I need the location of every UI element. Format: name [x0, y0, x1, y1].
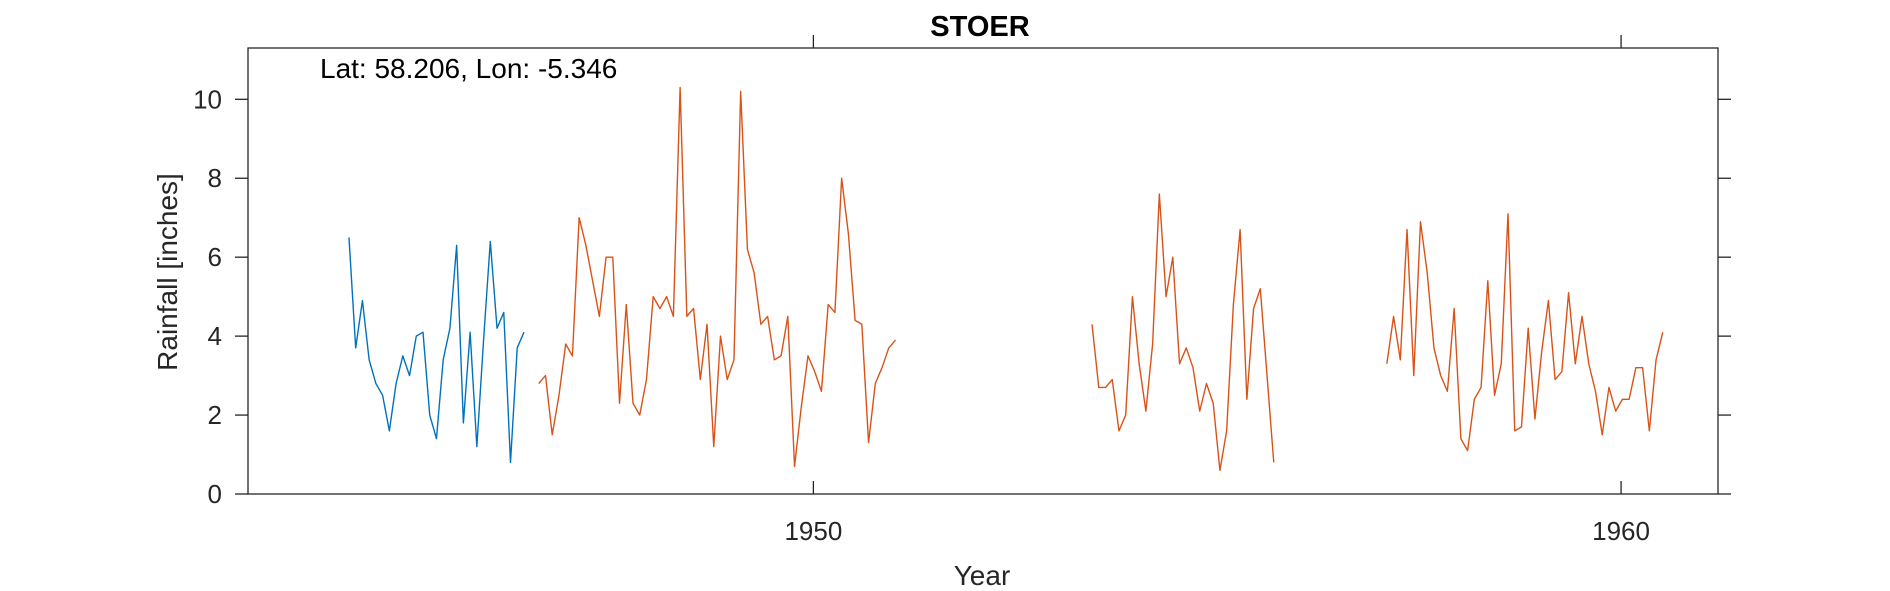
series-layer — [348, 86, 1664, 472]
plot-frame — [247, 47, 1719, 495]
y-tick-label: 2 — [208, 400, 222, 430]
y-tick-label: 4 — [208, 321, 222, 351]
chart-title: STOER — [930, 11, 1029, 43]
series-1-line-segment-1 — [348, 237, 525, 464]
series-2-line-segment-3 — [1386, 213, 1664, 452]
x-tick-label: 1950 — [784, 516, 842, 546]
location-annotation: Lat: 58.206, Lon: -5.346 — [320, 53, 617, 84]
y-tick-label: 0 — [208, 479, 222, 509]
x-axis-ticks: 1950 1960 — [784, 35, 1650, 546]
y-tick-label: 10 — [193, 84, 222, 114]
x-axis-label: Year — [954, 560, 1011, 591]
series-2-line-segment-1 — [538, 86, 897, 468]
y-tick-label: 6 — [208, 242, 222, 272]
y-tick-label: 8 — [208, 163, 222, 193]
x-tick-label: 1960 — [1592, 516, 1650, 546]
y-axis-label: Rainfall [inches] — [152, 173, 183, 371]
y-axis-ticks: 0 2 4 6 8 10 — [193, 84, 1731, 509]
series-2-line-segment-2 — [1091, 193, 1275, 472]
